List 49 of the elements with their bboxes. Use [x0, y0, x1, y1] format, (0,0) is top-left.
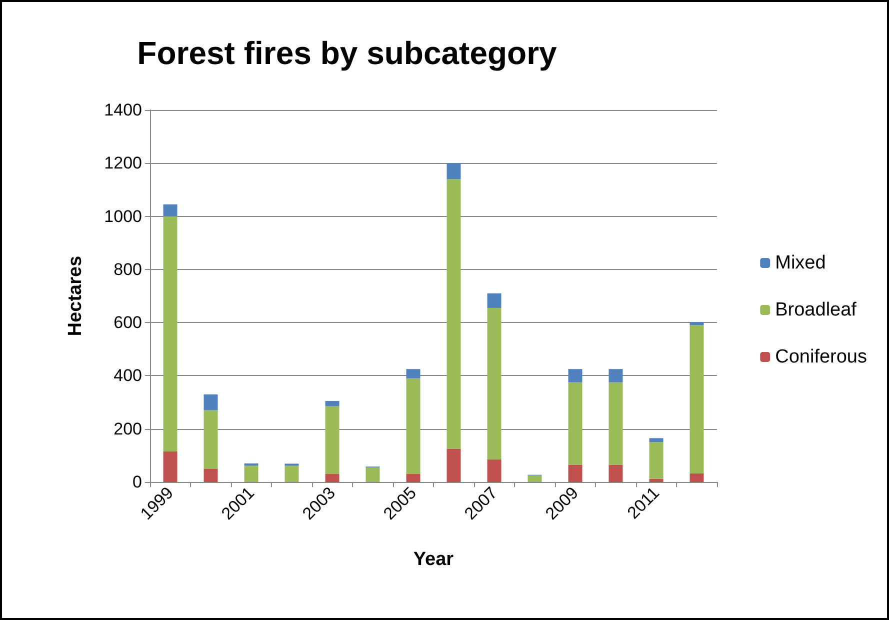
y-tick-label: 0	[132, 472, 142, 492]
bar	[406, 474, 420, 482]
bar	[163, 204, 178, 216]
y-tick-label: 600	[114, 313, 142, 332]
legend-label: Coniferous	[775, 346, 868, 368]
bar	[204, 394, 218, 410]
legend-label: Broadleaf	[775, 300, 858, 320]
y-tick-label: 1000	[104, 206, 142, 226]
bar	[406, 378, 420, 474]
y-tick-label: 800	[114, 260, 142, 279]
x-axis-title: Year	[413, 549, 454, 570]
bar	[487, 293, 502, 308]
bar	[487, 459, 502, 482]
bar	[568, 369, 582, 382]
bar	[608, 382, 623, 465]
bar	[406, 369, 420, 378]
bar	[649, 438, 664, 442]
bar	[446, 163, 461, 180]
bar	[446, 448, 461, 482]
bar	[568, 464, 582, 482]
chart-title: Forest fires by subcategory	[137, 35, 558, 71]
bar	[366, 467, 380, 482]
y-tick-label: 1400	[104, 100, 142, 120]
bar	[244, 463, 258, 466]
bar	[690, 322, 704, 326]
bar	[204, 468, 218, 482]
bar	[284, 466, 299, 482]
bar	[325, 406, 340, 474]
bar	[568, 382, 582, 465]
bar	[325, 400, 340, 406]
y-tick-label: 1200	[104, 154, 142, 173]
bar	[690, 325, 704, 474]
y-tick-label: 400	[114, 366, 142, 386]
bar	[487, 308, 502, 460]
bar	[690, 473, 704, 482]
bar	[163, 451, 178, 482]
bar	[649, 478, 664, 482]
bar	[204, 410, 218, 469]
bar	[446, 179, 461, 449]
bar	[608, 464, 623, 482]
y-axis-title: Hectares	[65, 256, 86, 336]
legend-label: Mixed	[775, 252, 826, 274]
bar	[244, 466, 258, 482]
bar	[325, 474, 340, 482]
bar	[163, 216, 178, 452]
bar	[608, 369, 623, 382]
bar	[649, 442, 664, 479]
bar	[528, 475, 542, 482]
y-tick-label: 200	[114, 419, 142, 438]
